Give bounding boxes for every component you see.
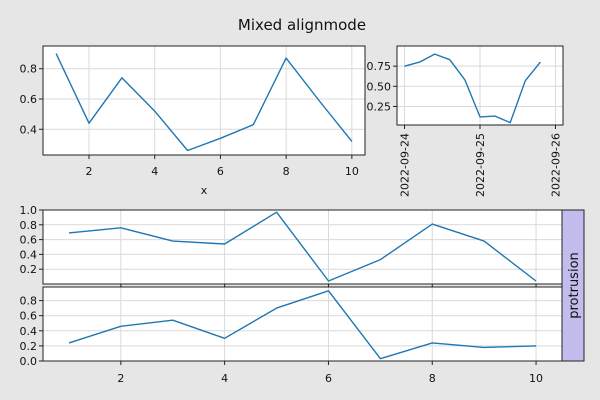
x-tick-label: 6 [325,372,332,385]
y-tick-label: 0.8 [20,219,38,232]
x-tick-label: 2022-09-24 [399,133,412,197]
series-line [55,53,353,152]
x-tick-label: 2022-09-25 [474,133,487,197]
y-tick-label: 0.6 [20,93,38,106]
panel-bottom: 0.0 0.2 0.4 0.6 0.8 2 4 6 8 10 [20,286,563,385]
y-tick-label: 1.0 [20,204,38,217]
facet-label: protrusion [567,252,582,319]
x-axis-label: x [201,184,208,197]
x-tick-label: 2 [117,372,124,385]
x-tick-label: 8 [429,372,436,385]
plot-border [42,45,366,156]
figure-title: Mixed alignmode [238,16,366,34]
y-tick-label: 0.0 [20,355,38,368]
x-tick-label: 4 [151,165,158,178]
x-tick-label: 10 [345,165,359,178]
y-tick-label: 0.4 [20,123,38,136]
y-tick-label: 0.8 [20,63,38,76]
series-line [404,53,541,124]
series-line [68,290,537,360]
y-tick-label: 0.50 [367,80,392,93]
y-tick-label: 0.25 [367,100,392,113]
x-tick-label: 2 [86,165,93,178]
y-tick-label: 0.2 [20,263,38,276]
y-tick-label: 0.4 [20,248,38,261]
plot-area [42,45,366,156]
panel-top-right: 0.25 0.50 0.75 2022-09-24 2022-09-25 2022-09-… [367,45,564,197]
y-tick-label: 0.6 [20,310,38,323]
x-tick-label: 2022-09-26 [549,133,562,197]
y-tick-label: 0.6 [20,234,38,247]
panel-top-left: 0.4 0.6 0.8 2 4 6 8 10 x [20,45,366,197]
y-tick-label: 0.8 [20,295,38,308]
series-line [68,211,537,282]
y-tick-label: 0.2 [20,340,38,353]
panel-middle: 0.2 0.40.6 0.8 1.0 [20,204,563,288]
x-tick-label: 4 [221,372,228,385]
x-tick-label: 6 [217,165,224,178]
y-tick-label: 0.75 [367,60,392,73]
y-tick-label: 0.4 [20,325,38,338]
x-tick-label: 8 [283,165,290,178]
facet-strip [561,209,585,362]
x-tick-label: 10 [529,372,543,385]
